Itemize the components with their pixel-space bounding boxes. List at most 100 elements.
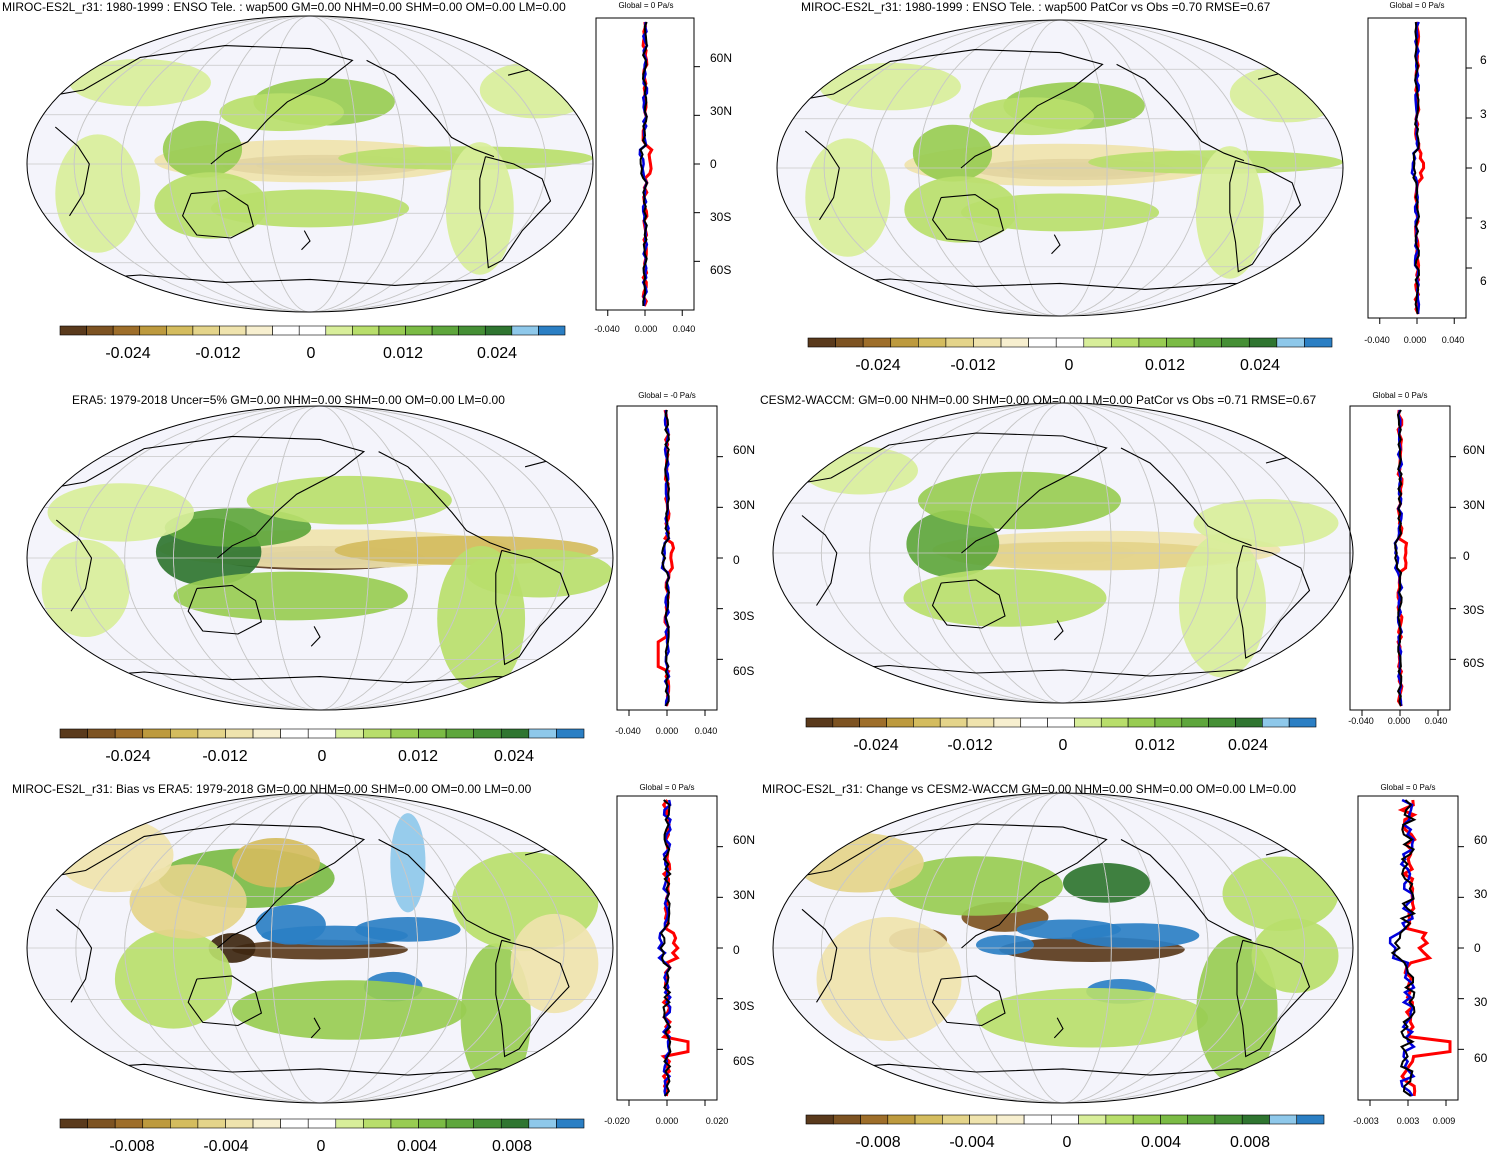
colorbar-swatch (445, 728, 474, 739)
field-blob (904, 176, 1018, 243)
colorbar-swatch (197, 1118, 226, 1129)
coastline (55, 908, 93, 1003)
field-blob (1063, 863, 1150, 903)
panel-title: CESM2-WACCM: GM=0.00 NHM=0.00 SHM=0.00 O… (760, 393, 1316, 407)
map-grid (777, 20, 1343, 316)
profile-tick: 0.000 (1388, 716, 1411, 726)
meridian-line (1014, 793, 1112, 1103)
colorbar-swatch (528, 728, 557, 739)
colorbar-swatch (142, 1118, 171, 1129)
field-blob (918, 471, 1121, 530)
map-grid (27, 16, 593, 312)
map-border (26, 792, 614, 1104)
colorbar-label: 0.012 (1135, 737, 1175, 754)
coastlines (791, 41, 1315, 290)
panel-title: MIROC-ES2L_r31: Change vs CESM2-WACCM GM… (762, 782, 1296, 796)
colorbar-swatch (1078, 1114, 1107, 1125)
coastline (1120, 447, 1252, 547)
colorbar-label: -0.004 (949, 1134, 994, 1151)
profile-tick: 0.040 (695, 726, 718, 736)
meridian-line (270, 406, 370, 710)
colorbar-swatch (913, 717, 941, 728)
colorbar-swatch (473, 1118, 502, 1129)
lat-label: 60S (733, 664, 754, 678)
zonal-profile: Global = 0 Pa/s 60N 30N 0 30S 60S -0.040… (594, 1, 732, 334)
colorbar-label: -0.024 (105, 345, 150, 362)
field-blob (1222, 856, 1339, 931)
field-blob (1193, 499, 1339, 547)
meridian-line (918, 20, 1202, 316)
colorbar-swatch (1100, 717, 1129, 728)
panel-3: ERA5: 1979-2018 Uncer=5% GM=0.00 NHM=0.0… (26, 391, 755, 765)
colorbar-swatch (556, 728, 585, 739)
colorbar-swatch (378, 325, 406, 336)
meridian-line (917, 793, 1209, 1103)
map-border (26, 15, 594, 313)
lat-label: 60N (1463, 443, 1485, 457)
field-blob (390, 813, 426, 913)
colorbar-swatch (225, 728, 254, 739)
colorbar-swatch (272, 325, 300, 336)
field-blob (1071, 923, 1200, 948)
colorbar-label: 0.024 (1228, 737, 1268, 754)
colorbar-label: 0 (1065, 357, 1074, 374)
field-blob (805, 138, 891, 257)
profile-line (659, 799, 672, 1097)
profile-line (660, 799, 690, 1097)
lat-label: 30S (733, 609, 754, 623)
coastline (187, 584, 263, 635)
panel-title: MIROC-ES2L_r31: 1980-1999 : ENSO Tele. :… (801, 0, 1271, 14)
meridian-line (124, 406, 516, 710)
colorbar-swatch (298, 325, 327, 336)
panel-1: MIROC-ES2L_r31: 1980-1999 : ENSO Tele. :… (2, 0, 732, 362)
colorbar-swatch (1166, 337, 1195, 348)
field-blob (261, 925, 408, 946)
panel-title: MIROC-ES2L_r31: 1980-1999 : ENSO Tele. :… (2, 0, 566, 14)
colorbar-swatch (862, 337, 892, 348)
colorbar-swatch (859, 717, 887, 728)
lat-label: 60N (710, 51, 732, 65)
zonal-profile: Global = 0 Pa/s 60N 30N 0 30S 60S -0.040… (1348, 391, 1485, 726)
zonal-profile: Global = -0 Pa/s 60N 30N 0 30S 60S -0.04… (615, 391, 755, 736)
colorbar-swatch (87, 1118, 116, 1129)
field-blob (802, 446, 918, 495)
colorbar-swatch (939, 717, 968, 728)
map-grid (27, 793, 613, 1103)
colorbar-swatch (832, 717, 860, 728)
colorbar-swatch (59, 728, 88, 739)
profile-tick: 0.000 (635, 324, 658, 334)
meridian-line (1012, 20, 1108, 316)
lat-label: 30N (733, 498, 755, 512)
map (772, 402, 1354, 704)
colorbar-label: -0.008 (855, 1134, 900, 1151)
colorbar-label: 0 (1059, 737, 1068, 754)
colorbar-swatch (918, 337, 947, 348)
profile-tick: -0.020 (604, 1116, 630, 1126)
colorbar-swatch (1138, 337, 1167, 348)
colorbar-swatch (1028, 337, 1057, 348)
colorbar-swatch (484, 325, 513, 336)
colorbar-swatch (860, 1114, 889, 1125)
colorbar-swatch (945, 337, 974, 348)
lat-label: 0 (710, 157, 717, 171)
colorbar-label: 0 (307, 345, 316, 362)
colorbar-swatch (556, 1118, 585, 1129)
colorbar-swatch (431, 325, 459, 336)
field-blob (164, 508, 312, 548)
lat-label: 60N (733, 443, 755, 457)
field-blob (976, 987, 1208, 1048)
lat-label: 0 (1463, 549, 1470, 563)
colorbar-swatch (363, 728, 392, 739)
colorbar-swatch (832, 1114, 861, 1125)
colorbar-swatch (170, 1118, 199, 1129)
colorbar-swatch (528, 1118, 557, 1129)
colorbar-label: 0.024 (494, 748, 534, 765)
map (776, 19, 1344, 317)
lat-label: 30S (710, 210, 731, 224)
panel-2: MIROC-ES2L_r31: 1980-1999 : ENSO Tele. :… (776, 0, 1487, 374)
field-blob (246, 475, 452, 525)
panel-title: MIROC-ES2L_r31: Bias vs ERA5: 1979-2018 … (12, 782, 532, 796)
profile-tick: 0.020 (706, 1116, 729, 1126)
map-grid (773, 793, 1353, 1103)
colorbar-swatch (1193, 337, 1222, 348)
